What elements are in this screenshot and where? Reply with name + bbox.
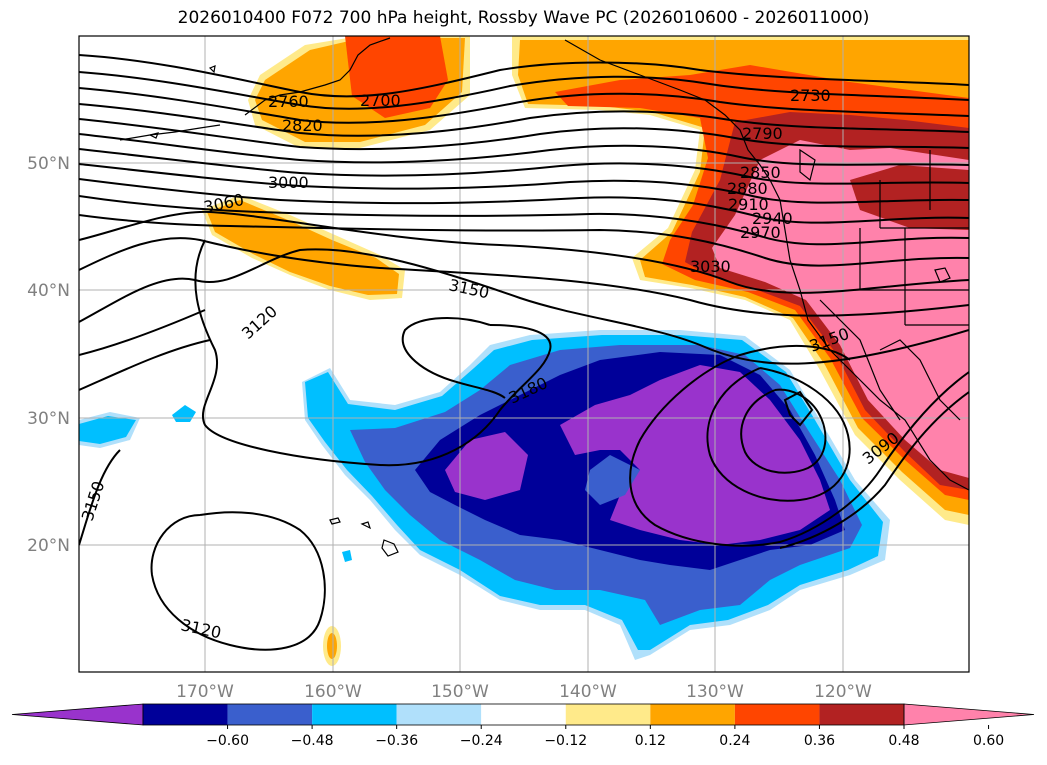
lat-label: 50°N: [27, 154, 70, 174]
colorbar-segment: [819, 704, 904, 725]
colorbar-segment: [650, 704, 735, 725]
positive-anomaly-west-coast: [512, 36, 969, 525]
colorbar-tick-label: 0.12: [635, 733, 666, 749]
colorbar-segment: [396, 704, 482, 725]
contour-label: 2790: [742, 124, 783, 143]
colorbar-tick-label: −0.24: [460, 733, 503, 749]
map-area: 2700 2730 2760 2790 2820 2850 2880 2910 …: [79, 36, 969, 672]
contour-label: 2940: [752, 209, 793, 228]
lon-label: 130°W: [686, 682, 744, 702]
lon-label: 170°W: [176, 682, 234, 702]
colorbar-segment: [481, 704, 566, 725]
colorbar-segment: [312, 704, 397, 725]
lat-label: 20°N: [27, 536, 70, 556]
colorbar-segment: [565, 704, 651, 725]
colorbar-segment: [143, 704, 228, 725]
colorbar: −0.60 −0.48 −0.36 −0.24 −0.12 0.12 0.24 0.36 0.4…: [11, 703, 1035, 749]
height-contours: [79, 54, 969, 651]
contour-label: 2910: [728, 195, 769, 214]
contour-label: 2880: [727, 179, 768, 198]
lat-label: 40°N: [27, 281, 70, 301]
colorbar-extend-high: [903, 703, 1035, 726]
map-frame: [78, 35, 970, 673]
contour-label: 2850: [740, 163, 781, 182]
latitude-labels: 50°N 40°N 30°N 20°N: [27, 154, 70, 556]
positive-anomaly-small: [323, 626, 341, 666]
lon-label: 150°W: [431, 682, 489, 702]
contour-label: 2970: [740, 223, 781, 242]
contour-label: 3030: [690, 257, 731, 276]
coastlines: [119, 37, 969, 557]
colorbar-tick-label: 0.24: [719, 733, 750, 749]
colorbar-tick-label: 0.48: [888, 733, 919, 749]
colorbar-tick-label: −0.12: [544, 733, 587, 749]
positive-anomaly-central-pacific: [202, 195, 405, 300]
colorbar-segment: [734, 704, 820, 725]
negative-anomaly-subtropical-pacific: [79, 330, 890, 660]
contour-label: 2820: [282, 116, 323, 135]
longitude-labels: 170°W 160°W 150°W 140°W 130°W 120°W: [176, 682, 872, 702]
colorbar-tick-label: 0.60: [973, 733, 1004, 749]
colorbar-segments: [11, 703, 1035, 726]
colorbar-tick-label: −0.48: [291, 733, 334, 749]
lon-label: 140°W: [559, 682, 617, 702]
lon-label: 120°W: [814, 682, 872, 702]
lon-label: 160°W: [304, 682, 362, 702]
colorbar-tick-label: 0.36: [804, 733, 835, 749]
colorbar-ticks: −0.60 −0.48 −0.36 −0.24 −0.12 0.12 0.24 0.36 0.4…: [206, 725, 1004, 749]
map-title: 2026010400 F072 700 hPa height, Rossby W…: [177, 8, 870, 28]
colorbar-extend-low: [11, 703, 144, 726]
colorbar-tick-label: −0.60: [206, 733, 249, 749]
contour-label: 3000: [268, 173, 309, 192]
colorbar-tick-label: −0.36: [375, 733, 418, 749]
colorbar-segment: [227, 704, 313, 725]
colorbar-frame: [142, 703, 905, 726]
contour-label: 2700: [360, 91, 401, 110]
contour-label: 2730: [790, 86, 831, 105]
lat-label: 30°N: [27, 409, 70, 429]
contour-label: 2760: [268, 92, 309, 111]
